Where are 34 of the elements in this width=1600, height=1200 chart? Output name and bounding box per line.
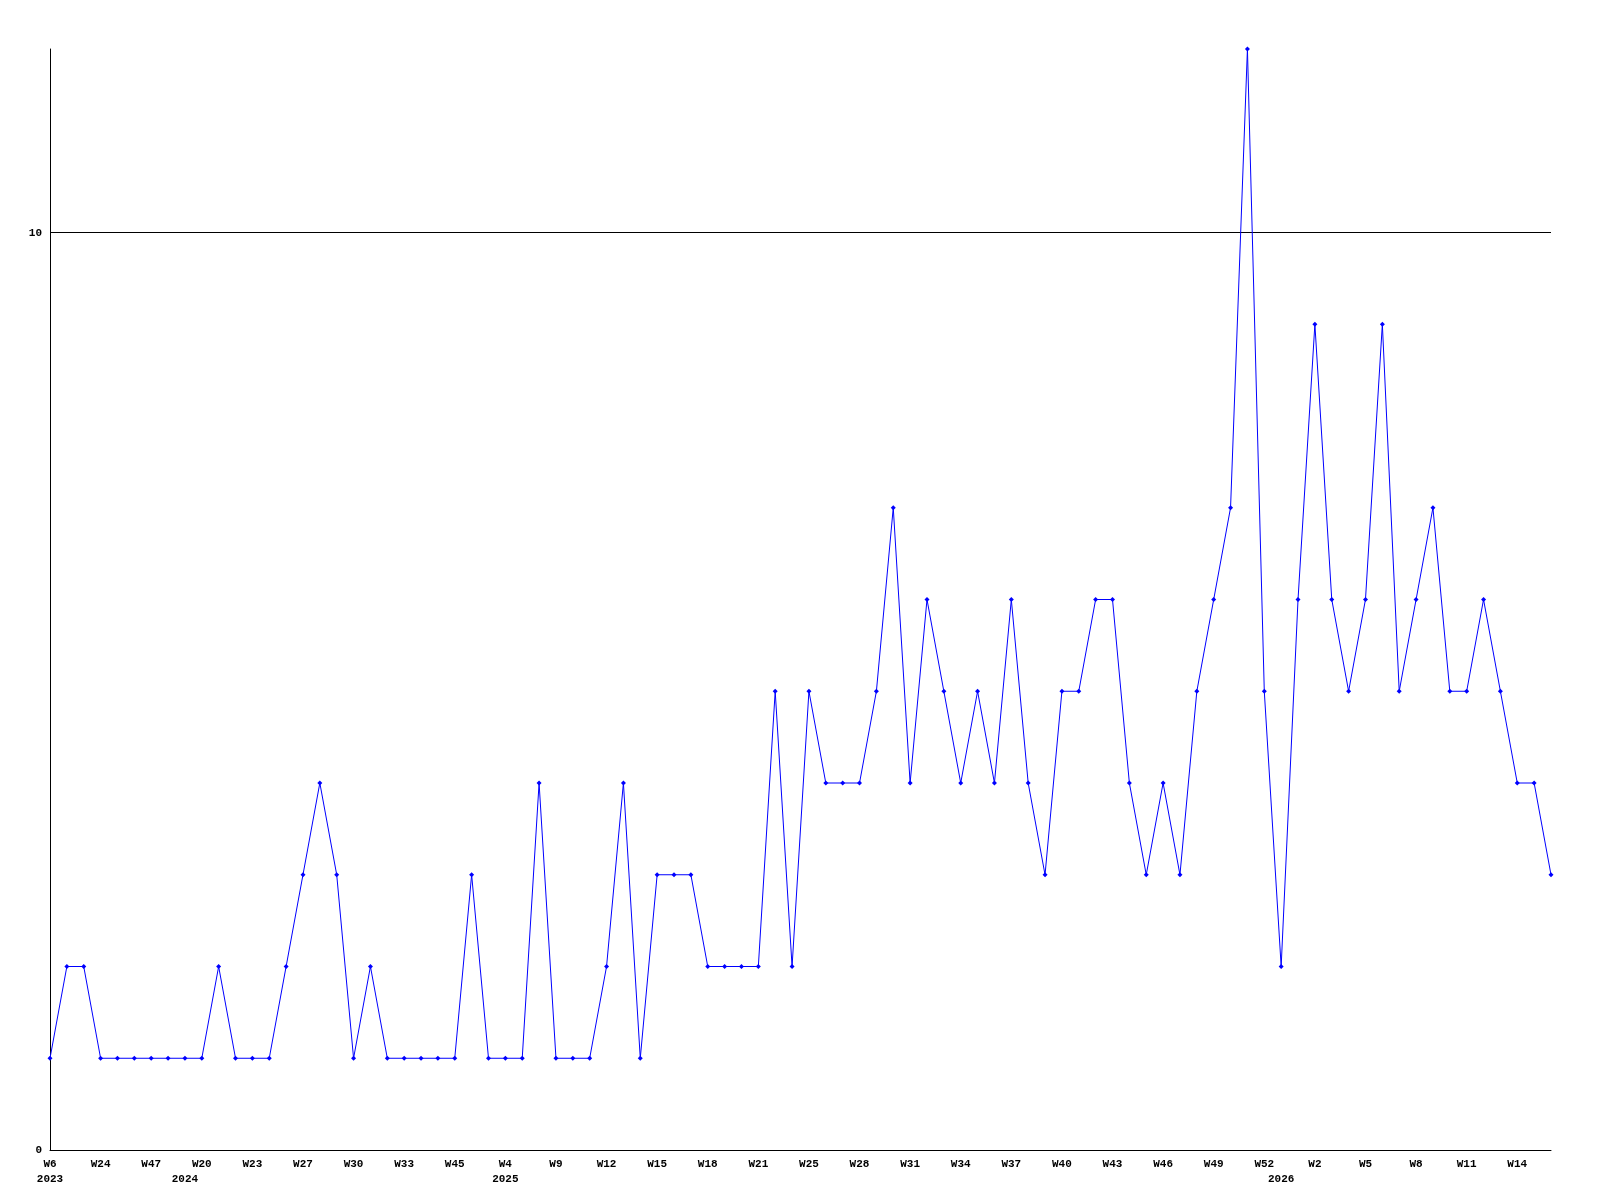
- x-tick-label: W14: [1507, 1157, 1528, 1170]
- x-tick-label: W34: [950, 1157, 972, 1170]
- x-tick-label: W43: [1102, 1157, 1123, 1170]
- x-tick-label: W9: [549, 1157, 563, 1170]
- x-tick-label: W37: [1001, 1157, 1022, 1170]
- x-tick-label: W4 2025: [492, 1157, 519, 1185]
- x-tick-label: W20: [191, 1157, 212, 1170]
- y-tick-label: 10: [28, 226, 42, 239]
- x-tick-label: W6 2023: [36, 1157, 64, 1185]
- x-tick-label: W52: [1254, 1157, 1275, 1170]
- x-tick-label: 2026: [1267, 1172, 1295, 1185]
- x-tick-label: W2: [1308, 1157, 1322, 1170]
- x-tick-label: W11: [1456, 1157, 1477, 1170]
- x-tick-label: W27: [293, 1157, 313, 1170]
- x-tick-label: W31: [900, 1157, 921, 1170]
- x-tick-label: W12: [596, 1157, 617, 1170]
- x-tick-label: W33: [394, 1157, 415, 1170]
- x-tick-label: W25: [799, 1157, 820, 1170]
- y-tick-label: 0: [35, 1144, 42, 1156]
- x-tick-label: W24: [90, 1157, 111, 1170]
- x-tick-label: W23: [242, 1157, 263, 1170]
- x-tick-label: W5: [1358, 1157, 1373, 1170]
- x-tick-label: W46: [1153, 1157, 1174, 1170]
- x-tick-label: W28: [849, 1157, 870, 1170]
- x-tick-label: W49: [1203, 1157, 1224, 1170]
- x-tick-label: W30: [343, 1157, 364, 1170]
- x-tick-label: W8: [1409, 1157, 1424, 1170]
- x-tick-label: W47: [141, 1157, 162, 1170]
- x-tick-label: W18: [697, 1157, 719, 1170]
- x-tick-label: W40: [1052, 1157, 1072, 1170]
- x-tick-label: W21: [748, 1157, 769, 1170]
- x-tick-label: W45: [444, 1157, 466, 1170]
- x-tick-label: 2024: [171, 1172, 199, 1185]
- x-tick-label: W15: [647, 1157, 668, 1170]
